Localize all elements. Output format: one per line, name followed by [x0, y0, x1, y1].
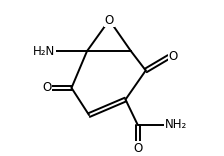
Text: H₂N: H₂N: [33, 45, 55, 58]
Text: NH₂: NH₂: [165, 118, 187, 131]
Text: O: O: [133, 141, 142, 154]
Text: O: O: [105, 14, 114, 27]
Text: O: O: [42, 81, 51, 94]
Text: O: O: [169, 50, 178, 63]
